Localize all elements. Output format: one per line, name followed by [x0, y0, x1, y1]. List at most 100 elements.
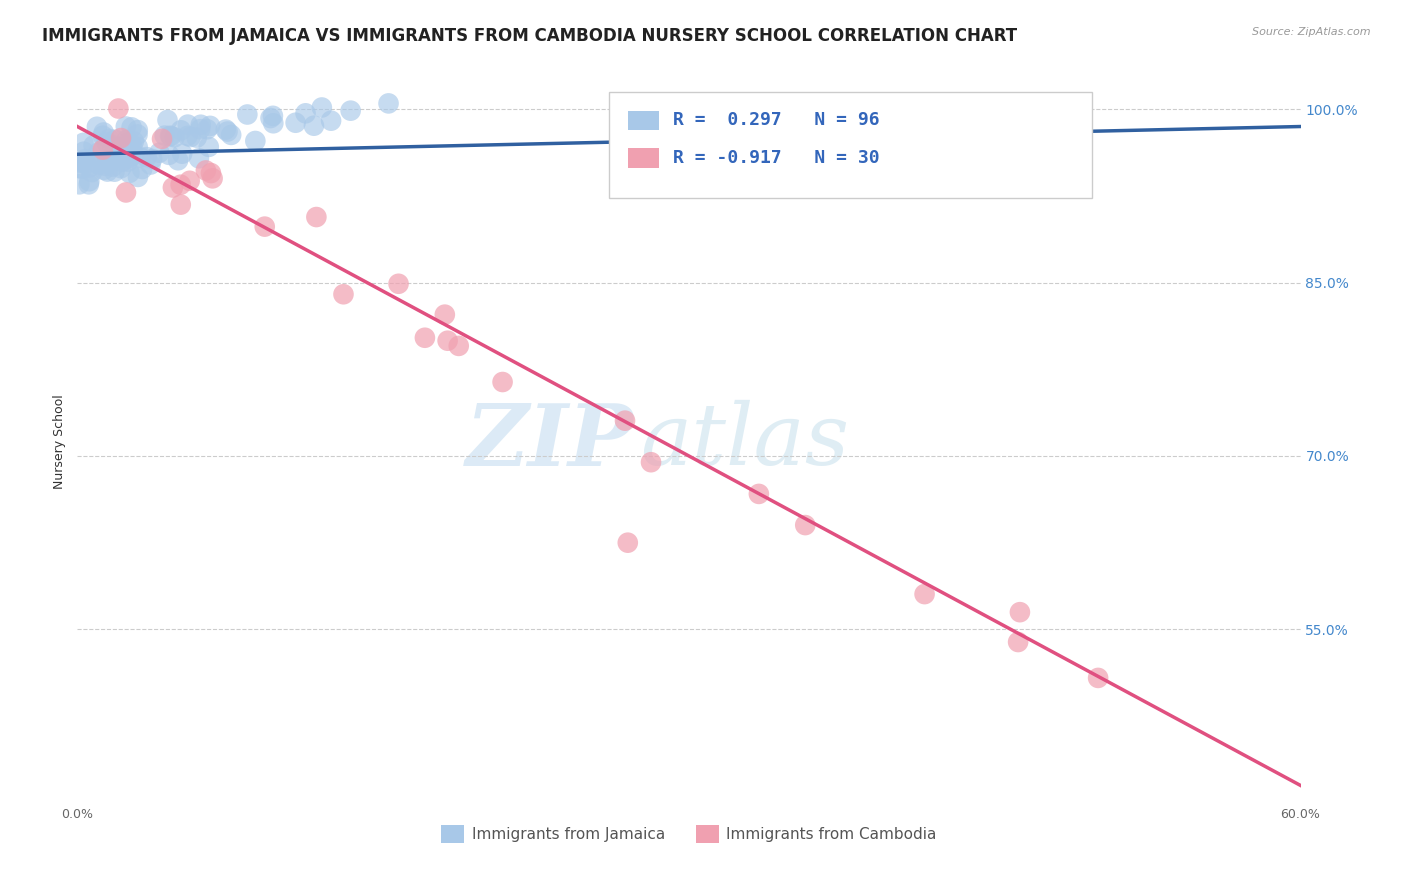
Point	[162, 180, 184, 194]
Point	[129, 151, 152, 165]
Point	[201, 171, 224, 186]
Point	[105, 147, 128, 161]
Point	[262, 109, 284, 123]
Point	[91, 143, 114, 157]
Text: atlas: atlas	[640, 401, 849, 483]
Point	[110, 161, 132, 176]
Point	[77, 178, 100, 192]
Text: R = -0.917   N = 30: R = -0.917 N = 30	[673, 149, 880, 167]
Point	[122, 134, 145, 148]
Point	[163, 130, 186, 145]
Point	[117, 146, 139, 161]
Point	[236, 107, 259, 121]
Point	[262, 116, 284, 130]
Point	[169, 178, 191, 192]
Point	[245, 134, 267, 148]
Point	[614, 414, 637, 428]
Point	[1008, 605, 1031, 619]
Point	[170, 123, 193, 137]
Point	[150, 132, 173, 146]
Point	[115, 151, 138, 165]
Point	[387, 277, 409, 291]
Point	[67, 178, 90, 192]
Point	[148, 145, 170, 160]
Point	[77, 161, 100, 175]
Y-axis label: Nursery School: Nursery School	[52, 394, 66, 489]
Point	[72, 136, 94, 150]
Point	[253, 219, 276, 234]
Point	[186, 130, 208, 145]
Point	[284, 116, 307, 130]
Point	[180, 130, 202, 145]
Point	[219, 128, 242, 142]
Point	[157, 148, 180, 162]
Point	[139, 157, 162, 171]
Point	[87, 145, 110, 160]
Point	[114, 120, 136, 134]
Point	[73, 145, 96, 159]
Point	[110, 131, 132, 145]
Point	[1007, 635, 1029, 649]
Point	[640, 455, 662, 469]
Point	[305, 210, 328, 224]
Point	[115, 186, 138, 200]
Point	[91, 128, 114, 143]
Point	[217, 124, 239, 138]
Point	[89, 158, 111, 172]
Point	[339, 103, 361, 118]
Legend: Immigrants from Jamaica, Immigrants from Cambodia: Immigrants from Jamaica, Immigrants from…	[436, 819, 942, 849]
Point	[94, 159, 117, 173]
Point	[79, 174, 101, 188]
Point	[131, 161, 153, 176]
Point	[84, 155, 107, 169]
Point	[794, 518, 817, 533]
Point	[413, 331, 436, 345]
Point	[72, 155, 94, 169]
Point	[170, 197, 193, 211]
Text: Source: ZipAtlas.com: Source: ZipAtlas.com	[1253, 27, 1371, 37]
Point	[80, 165, 103, 179]
Point	[141, 152, 163, 166]
Point	[111, 151, 134, 165]
Point	[112, 140, 135, 154]
Point	[311, 101, 333, 115]
Point	[433, 308, 456, 322]
Point	[120, 136, 142, 151]
Point	[617, 535, 640, 549]
Point	[319, 113, 342, 128]
Point	[110, 139, 132, 153]
Point	[117, 135, 139, 149]
Point	[198, 119, 221, 133]
Point	[104, 145, 127, 160]
Point	[332, 287, 354, 301]
Point	[69, 155, 91, 169]
Point	[110, 140, 132, 154]
Text: R =  0.297   N = 96: R = 0.297 N = 96	[673, 112, 880, 129]
Point	[96, 152, 118, 166]
Point	[83, 138, 105, 153]
Point	[302, 119, 325, 133]
Point	[127, 123, 149, 137]
Point	[98, 132, 121, 146]
Point	[118, 166, 141, 180]
Point	[160, 129, 183, 144]
Point	[101, 160, 124, 174]
Point	[121, 120, 143, 135]
Point	[159, 128, 181, 143]
Point	[172, 146, 194, 161]
Point	[67, 161, 90, 176]
Text: ZIP: ZIP	[465, 400, 634, 483]
Point	[914, 587, 936, 601]
Point	[96, 136, 118, 150]
Point	[197, 140, 219, 154]
Point	[377, 96, 399, 111]
Point	[103, 164, 125, 178]
Point	[135, 150, 157, 164]
Point	[118, 151, 141, 165]
Point	[100, 137, 122, 152]
Point	[167, 153, 190, 168]
Point	[121, 140, 143, 154]
Point	[153, 128, 176, 143]
Point	[436, 334, 458, 348]
Point	[200, 166, 222, 180]
